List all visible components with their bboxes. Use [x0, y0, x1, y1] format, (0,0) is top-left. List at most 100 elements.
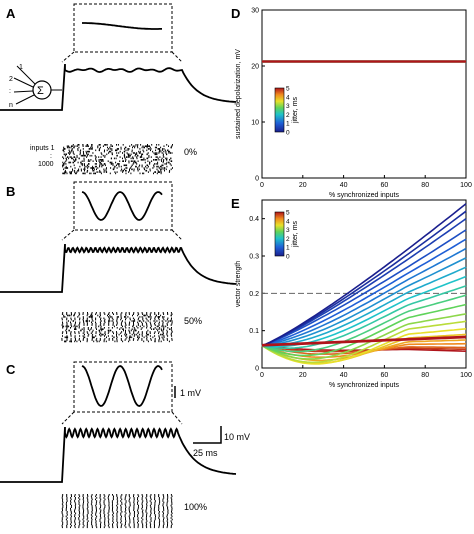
- spike: [155, 149, 157, 152]
- inset-connector-left-a: [61, 51, 75, 63]
- x-tick-label: 0: [260, 182, 264, 189]
- spike: [158, 497, 160, 499]
- spike: [142, 313, 144, 315]
- spike: [70, 321, 71, 324]
- spike: [127, 153, 129, 156]
- spike: [146, 523, 148, 525]
- spike: [95, 507, 97, 510]
- spike: [143, 314, 145, 317]
- spike: [170, 526, 172, 529]
- spike: [116, 322, 118, 325]
- spike: [79, 313, 81, 315]
- spike: [99, 164, 101, 167]
- spike: [80, 149, 82, 152]
- input-label-n: n: [9, 102, 13, 109]
- spike: [76, 156, 78, 158]
- spike: [150, 148, 152, 150]
- spike: [86, 165, 88, 168]
- spike: [128, 340, 130, 343]
- spike: [71, 148, 73, 150]
- spike: [142, 495, 144, 498]
- spike: [129, 521, 131, 524]
- spike: [128, 329, 130, 332]
- spike: [106, 144, 108, 146]
- spike: [70, 506, 72, 508]
- spike: [150, 337, 152, 340]
- spike: [70, 318, 72, 321]
- spike: [158, 152, 160, 154]
- spike: [62, 504, 64, 507]
- series-line: [261, 285, 467, 350]
- spike: [150, 498, 152, 501]
- spike: [134, 329, 136, 332]
- spike: [80, 161, 82, 164]
- spike: [120, 526, 122, 529]
- spike: [153, 159, 155, 161]
- spike: [129, 168, 130, 171]
- spike: [134, 146, 136, 149]
- spike: [73, 161, 75, 164]
- spike: [64, 154, 66, 157]
- spike: [156, 152, 158, 154]
- spike: [171, 339, 173, 341]
- spike: [149, 515, 151, 518]
- spike: [158, 506, 160, 508]
- spike: [68, 145, 70, 147]
- spike: [91, 148, 93, 150]
- spike: [108, 318, 110, 321]
- spike: [166, 517, 168, 519]
- spike: [99, 518, 101, 521]
- spike: [96, 515, 98, 518]
- spike: [103, 339, 105, 341]
- spike: [112, 524, 114, 527]
- spike: [69, 340, 71, 343]
- colorbar-tick-label: 2: [286, 236, 290, 243]
- spike: [110, 163, 112, 165]
- spike: [163, 517, 165, 519]
- spike: [137, 497, 139, 499]
- series-line: [261, 203, 467, 347]
- spike: [100, 161, 102, 164]
- spike: [142, 512, 144, 515]
- spike: [113, 313, 114, 315]
- spike: [95, 324, 97, 326]
- spike: [162, 524, 164, 527]
- spike: [78, 494, 80, 496]
- spike: [166, 157, 168, 160]
- spike: [91, 515, 93, 518]
- spike: [83, 524, 85, 527]
- spike: [146, 503, 148, 505]
- spike: [91, 154, 93, 157]
- spike: [91, 506, 93, 508]
- spike: [124, 150, 126, 153]
- series-line: [261, 257, 467, 347]
- inset-connector-left-b: [61, 229, 75, 241]
- spike: [163, 495, 165, 498]
- spike: [96, 160, 97, 162]
- spike: [74, 511, 75, 513]
- spike: [150, 523, 152, 525]
- spike: [116, 504, 118, 507]
- spike: [156, 159, 158, 161]
- spike: [82, 163, 84, 165]
- spike: [108, 321, 110, 324]
- spike: [111, 148, 113, 150]
- spike: [116, 518, 118, 521]
- spike: [86, 526, 88, 529]
- spike: [156, 144, 158, 146]
- spike: [110, 167, 112, 169]
- spike: [145, 165, 147, 168]
- spike: [72, 169, 74, 172]
- spike: [78, 511, 80, 513]
- spike: [62, 164, 64, 167]
- spike: [61, 503, 63, 505]
- spike: [96, 526, 98, 529]
- series-line: [261, 266, 467, 347]
- spike: [98, 144, 100, 146]
- spike: [138, 331, 140, 333]
- spike: [86, 145, 88, 147]
- spike: [166, 504, 168, 507]
- spike: [135, 165, 137, 168]
- spike: [141, 503, 143, 505]
